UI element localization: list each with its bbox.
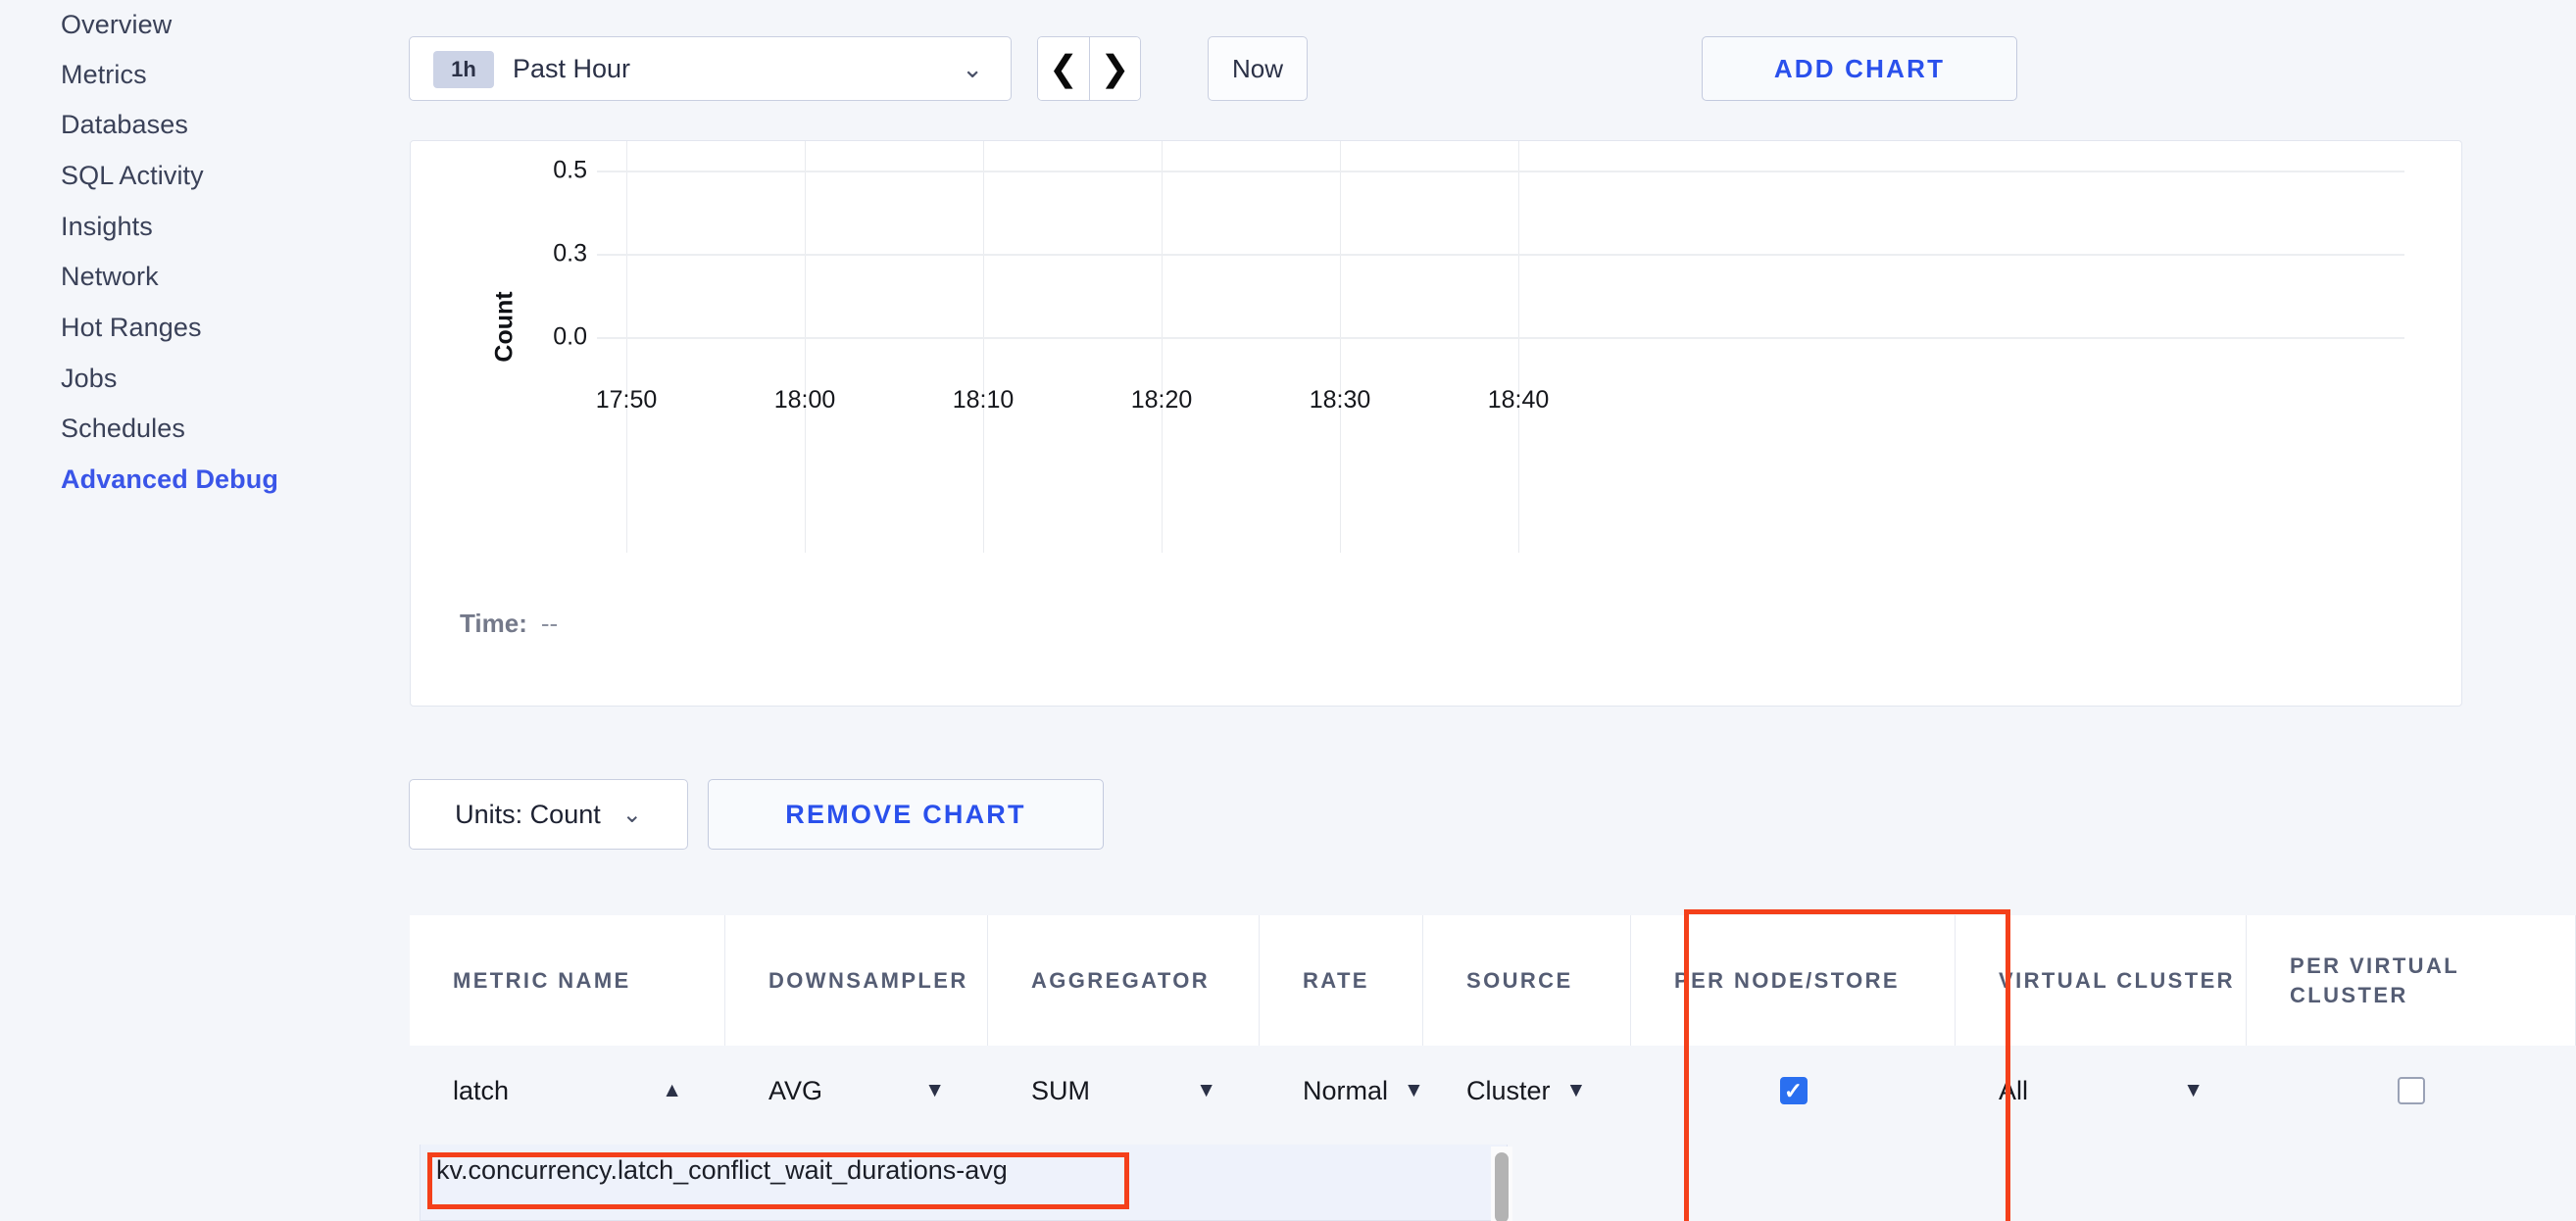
- add-chart-button[interactable]: ADD CHART: [1702, 36, 2017, 101]
- chart-gridline-vertical: [983, 141, 984, 553]
- time-readout-label: Time:: [460, 609, 527, 638]
- chart-y-tick-label: 0.5: [553, 156, 587, 184]
- table-header-aggregator[interactable]: AGGREGATOR: [988, 915, 1260, 1046]
- metric-table: METRIC NAME DOWNSAMPLER AGGREGATOR RATE SOUR…: [410, 915, 2576, 1136]
- chart-x-tick-label: 18:10: [952, 386, 1015, 414]
- sidebar: Overview Metrics Databases SQL Activity Insi…: [0, 0, 384, 1221]
- sort-ascending-icon[interactable]: ▲: [662, 1079, 682, 1101]
- cell-downsampler[interactable]: AVG ▼: [725, 1046, 988, 1136]
- table-header-per-node-store[interactable]: PER NODE/STORE: [1631, 915, 1956, 1046]
- chart-y-tick-label: 0.0: [553, 322, 587, 351]
- sidebar-item-databases[interactable]: Databases: [61, 110, 188, 139]
- chart-gridline-vertical: [1162, 141, 1163, 553]
- sidebar-item-jobs[interactable]: Jobs: [61, 364, 118, 393]
- cell-per-virtual-cluster-checkbox[interactable]: [2398, 1077, 2425, 1104]
- cell-source[interactable]: Cluster ▼: [1423, 1046, 1631, 1136]
- chart-gridline-vertical: [1518, 141, 1519, 553]
- chevron-down-icon[interactable]: ▼: [1565, 1079, 1587, 1101]
- sidebar-item-network[interactable]: Network: [61, 262, 159, 291]
- sidebar-item-hot-ranges[interactable]: Hot Ranges: [61, 313, 202, 342]
- chevron-down-icon[interactable]: ⌄: [962, 53, 983, 83]
- table-header-virtual-cluster[interactable]: VIRTUAL CLUSTER: [1956, 915, 2247, 1046]
- cell-virtual-cluster-value: All: [1999, 1075, 2029, 1105]
- chart-gridline-vertical: [1340, 141, 1341, 553]
- chart-y-tick-label: 0.3: [553, 239, 587, 268]
- chart-x-tick-label: 18:30: [1309, 386, 1371, 414]
- chevron-down-icon[interactable]: ▼: [1196, 1079, 1216, 1101]
- chart-gridline-horizontal: [597, 171, 2404, 172]
- chart-x-tick-label: 18:20: [1130, 386, 1193, 414]
- cell-rate-value: Normal: [1303, 1075, 1389, 1105]
- table-row: latch ▲ AVG ▼ SUM ▼ Normal ▼ Cluster ▼ All ▼: [410, 1046, 2576, 1136]
- cell-rate[interactable]: Normal ▼: [1260, 1046, 1424, 1136]
- dropdown-scrollbar-thumb[interactable]: [1495, 1152, 1509, 1221]
- time-range-label: Past Hour: [513, 53, 631, 83]
- sidebar-item-sql-activity[interactable]: SQL Activity: [61, 161, 204, 190]
- cell-source-value: Cluster: [1466, 1075, 1551, 1105]
- sidebar-item-insights[interactable]: Insights: [61, 212, 153, 241]
- units-label: Units: Count: [455, 799, 601, 829]
- table-header-downsampler[interactable]: DOWNSAMPLER: [725, 915, 988, 1046]
- metric-name-dropdown[interactable]: kv.concurrency.latch_conflict_wait_durat…: [420, 1145, 1512, 1221]
- chart-gridline-horizontal: [597, 337, 2404, 339]
- time-range-badge: 1h: [433, 51, 494, 88]
- next-period-button[interactable]: ❯: [1089, 37, 1140, 100]
- chevron-down-icon[interactable]: ▼: [924, 1079, 945, 1101]
- table-header-source[interactable]: SOURCE: [1423, 915, 1631, 1046]
- remove-chart-button[interactable]: REMOVE CHART: [708, 779, 1104, 850]
- chart-time-readout: Time: --: [460, 609, 558, 639]
- cell-metric-name-value: latch: [453, 1075, 510, 1105]
- cell-virtual-cluster[interactable]: All ▼: [1956, 1046, 2247, 1136]
- sidebar-item-schedules[interactable]: Schedules: [61, 414, 185, 443]
- cell-metric-name[interactable]: latch ▲: [410, 1046, 725, 1136]
- sidebar-item-overview[interactable]: Overview: [61, 10, 173, 39]
- dropdown-option[interactable]: kv.concurrency.latch_conflict_wait_durat…: [436, 1155, 1008, 1185]
- table-header-per-virtual-cluster[interactable]: PER VIRTUAL CLUSTER: [2247, 915, 2576, 1046]
- cell-per-virtual-cluster[interactable]: [2247, 1046, 2576, 1136]
- chart-x-tick-label: 18:40: [1487, 386, 1550, 414]
- chevron-down-icon: ⌄: [621, 801, 642, 828]
- table-header-metric-name[interactable]: METRIC NAME: [410, 915, 725, 1046]
- table-header-row: METRIC NAME DOWNSAMPLER AGGREGATOR RATE SOUR…: [410, 915, 2576, 1046]
- now-button[interactable]: Now: [1208, 36, 1308, 101]
- sidebar-item-metrics[interactable]: Metrics: [61, 60, 147, 89]
- table-header-rate[interactable]: RATE: [1260, 915, 1423, 1046]
- cell-aggregator-value: SUM: [1031, 1075, 1090, 1105]
- prev-period-button[interactable]: ❮: [1038, 37, 1089, 100]
- chart-card: Count 17:50 18:00 18:10 18:20 18:30 18:40 0.5 0…: [410, 140, 2462, 707]
- chart-x-tick-label: 18:00: [773, 386, 836, 414]
- chart-x-tick-label: 17:50: [595, 386, 658, 414]
- chart-gridline-vertical: [626, 141, 627, 553]
- time-range-select[interactable]: 1h Past Hour ⌄: [409, 36, 1012, 101]
- chart-gridline-horizontal: [597, 254, 2404, 256]
- chevron-down-icon[interactable]: ▼: [2183, 1079, 2204, 1101]
- time-readout-value: --: [540, 609, 559, 638]
- cell-downsampler-value: AVG: [768, 1075, 823, 1105]
- chart-plot-area[interactable]: 17:50 18:00 18:10 18:20 18:30 18:40 0.5 0.3 0.0: [509, 141, 2463, 582]
- chevron-down-icon[interactable]: ▼: [1404, 1079, 1424, 1101]
- units-select[interactable]: Units: Count ⌄: [409, 779, 688, 850]
- cell-aggregator[interactable]: SUM ▼: [988, 1046, 1260, 1136]
- cell-per-node-store-checkbox[interactable]: [1779, 1077, 1808, 1104]
- chart-gridline-vertical: [805, 141, 806, 553]
- time-nav-group: ❮ ❯: [1037, 36, 1141, 101]
- cell-per-node-store[interactable]: [1631, 1046, 1956, 1136]
- sidebar-item-advanced-debug[interactable]: Advanced Debug: [61, 464, 278, 494]
